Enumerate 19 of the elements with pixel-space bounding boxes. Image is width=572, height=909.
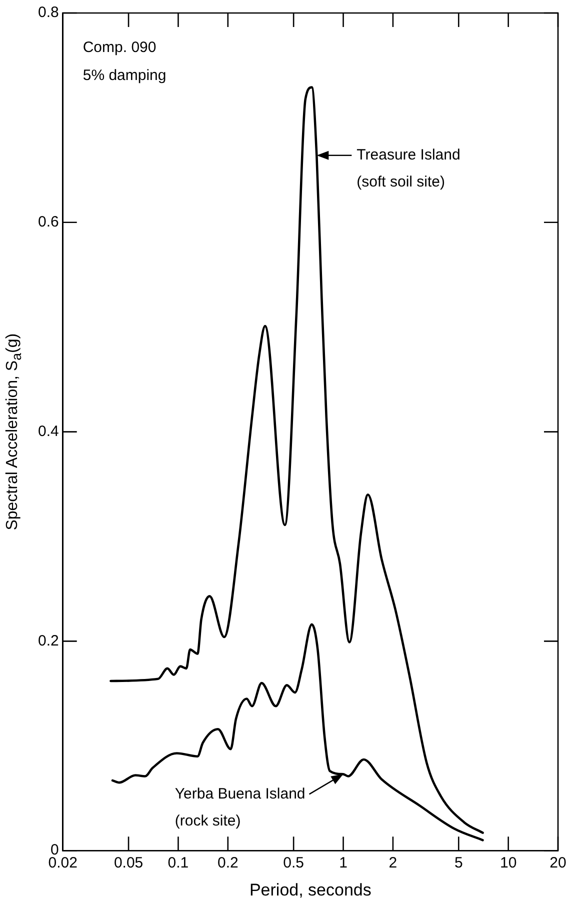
annotation: Treasure Island (soft soil site): [356, 146, 460, 191]
x-tick-label: 2: [388, 854, 398, 872]
x-tick-label: 20: [550, 854, 566, 872]
annotation: Yerba Buena Island (rock site): [174, 785, 306, 830]
x-tick-label: 0.2: [217, 854, 238, 872]
y-tick-label: 0.6: [38, 214, 59, 231]
y-tick-label: 0.8: [38, 4, 59, 22]
annotation: 5% damping: [82, 67, 166, 84]
y-tick-label: 0.4: [38, 422, 59, 440]
x-tick-label: 10: [500, 854, 517, 872]
x-tick-label: 0.02: [48, 854, 78, 872]
x-axis-title: Period, seconds: [249, 880, 372, 900]
x-tick-label: 1: [339, 854, 348, 872]
x-tick-label: 0.1: [168, 854, 189, 872]
annotation: Comp. 090: [82, 39, 156, 56]
x-tick-label: 0.05: [114, 854, 144, 872]
x-tick-label: 0.5: [283, 854, 304, 872]
y-tick-label: 0.2: [38, 632, 59, 650]
x-tick-label: 5: [454, 854, 463, 872]
